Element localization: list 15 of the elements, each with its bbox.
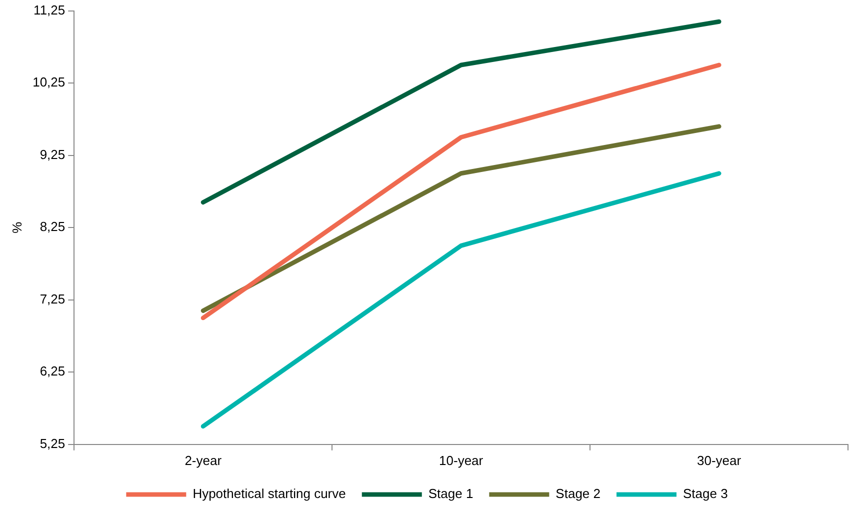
y-tick-label: 7,25 [40,291,66,306]
y-tick-label: 6,25 [40,364,66,379]
x-tick-label: 2-year [184,452,222,468]
y-tick-label: 8,25 [40,219,66,234]
y-tick-label: 5,25 [40,436,66,451]
y-tick-label: 9,25 [40,146,66,162]
x-tick-label: 10-year [439,452,484,468]
legend-label: Stage 1 [428,486,474,502]
legend-label: Stage 3 [683,486,728,502]
y-axis-title: % [9,221,24,234]
y-tick-label: 11,25 [34,2,66,18]
y-tick-label: 10,25 [32,74,66,90]
x-tick-label: 30-year [696,452,742,468]
legend-label: Hypothetical starting curve [192,486,346,502]
legend-label: Stage 2 [556,486,601,502]
